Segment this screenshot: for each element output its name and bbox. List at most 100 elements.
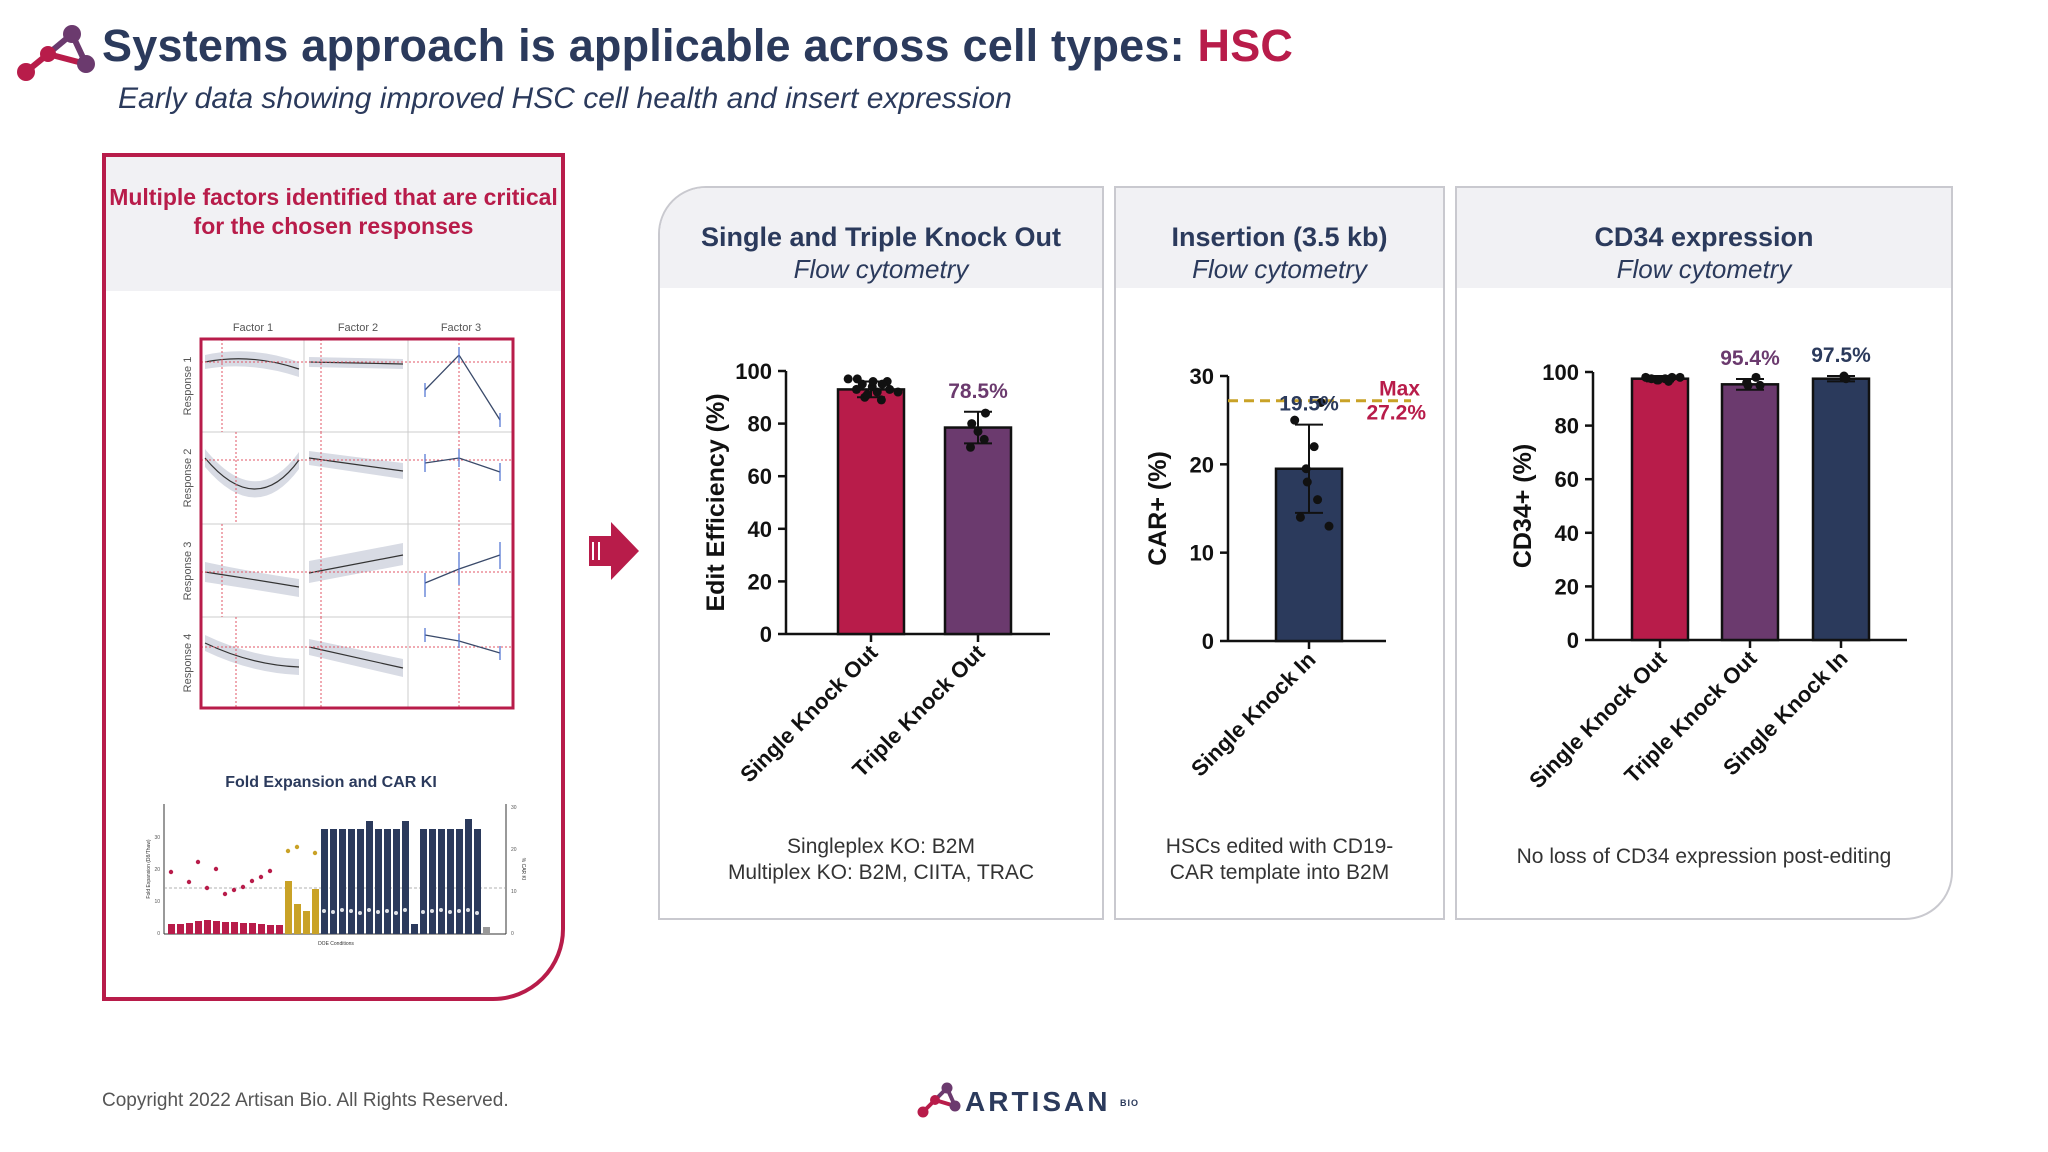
data-point [1290, 415, 1300, 425]
doe-response-label: Response 4 [182, 634, 194, 693]
brand-name: ARTISAN [965, 1086, 1111, 1117]
data-point [1664, 376, 1674, 386]
doe-factor-label: Factor 3 [441, 322, 481, 334]
cd34-panel-subtitle: Flow cytometry [1616, 254, 1792, 284]
doe-response-label: Response 2 [182, 449, 194, 508]
knockout-panel-header [660, 188, 1102, 288]
y-tick-label: 80 [1555, 414, 1579, 439]
knockout-panel-title: Single and Triple Knock Out [700, 222, 1062, 252]
y-tick-label: 0 [760, 622, 772, 647]
data-point [979, 434, 989, 444]
fold-y-tick: 0 [157, 931, 160, 937]
insertion-caption-line: HSCs edited with CD19- [1165, 835, 1394, 858]
data-point [1755, 380, 1765, 390]
artisan-logo-icon [17, 25, 95, 81]
data-point [851, 384, 861, 394]
page-subtitle: Early data showing improved HSC cell hea… [118, 82, 1012, 115]
y-tick-label: 0 [1567, 628, 1579, 653]
reference-line-label: Max [1379, 378, 1420, 401]
fold-y-tick: 30 [154, 835, 160, 841]
insertion-panel-subtitle: Flow cytometry [1192, 254, 1367, 284]
doe-factor-label: Factor 1 [233, 322, 273, 334]
y-tick-label: 20 [1190, 452, 1214, 477]
y-tick-label: 100 [1542, 360, 1579, 385]
data-point [1743, 380, 1753, 390]
artisan-footer-logo-icon [917, 1082, 961, 1118]
y-tick-label: 20 [1555, 574, 1579, 599]
data-point [885, 384, 895, 394]
fold-y-tick: 10 [154, 899, 160, 905]
data-point [1295, 512, 1305, 522]
data-point [1646, 374, 1656, 384]
knockout-caption: Singleplex KO: B2M Multiplex KO: B2M, CI… [660, 834, 1102, 886]
fold-y2-axis-label: % CAR KI [520, 858, 526, 881]
brand-suffix: BIO [1120, 1098, 1140, 1108]
data-point [1302, 477, 1312, 487]
data-point [1313, 495, 1323, 505]
bar [1630, 377, 1690, 642]
y-axis-label: Edit Efficiency (%) [702, 393, 730, 611]
y-tick-label: 80 [748, 412, 772, 437]
fold-x-axis-label: DOE Conditions [318, 941, 354, 947]
bar [943, 426, 1013, 636]
y-axis-label: CD34+ (%) [1509, 444, 1537, 568]
value-label: 95.4% [1720, 347, 1780, 370]
y-tick-label: 0 [1202, 629, 1214, 654]
knockout-caption-line: Multiplex KO: B2M, CIITA, TRAC [727, 861, 1035, 884]
doe-response-label: Response 3 [182, 542, 194, 601]
data-point [1309, 442, 1319, 452]
fold-y2-tick: 30 [511, 805, 517, 811]
y-tick-label: 40 [1555, 521, 1579, 546]
fold-expansion-chart: Fold Expansion and CAR KI 30 20 10 0 30 … [146, 774, 526, 947]
x-category-label: Single Knock In [1186, 647, 1320, 781]
copyright-text: Copyright 2022 Artisan Bio. All Rights R… [102, 1090, 509, 1111]
doe-response-grid: Factor 1 Factor 2 Factor 3 Response 1 Re… [182, 322, 515, 710]
data-point [1841, 374, 1851, 384]
reference-line-value: 27.2% [1366, 402, 1426, 425]
insertion-panel-header [1116, 188, 1443, 288]
bar [1720, 383, 1780, 642]
insertion-panel: Insertion (3.5 kb) Flow cytometry 0 10 20 3… [1114, 186, 1445, 920]
data-point [852, 374, 862, 384]
data-point [1675, 372, 1685, 382]
data-point [868, 377, 878, 387]
factors-panel-header [106, 157, 561, 291]
doe-factor-label: Factor 2 [338, 322, 378, 334]
y-tick-label: 30 [1190, 364, 1214, 389]
fold-y-axis-label: Fold Expansion (D8/Thaw) [146, 839, 152, 899]
data-point [981, 408, 990, 418]
doe-response-label: Response 1 [182, 357, 194, 416]
y-tick-label: 100 [735, 359, 772, 384]
data-point [973, 426, 983, 436]
y-axis-label: CAR+ (%) [1144, 451, 1172, 566]
data-point [1653, 375, 1663, 385]
cd34-panel-title: CD34 expression [1594, 222, 1814, 252]
fold-y2-tick: 10 [511, 889, 517, 895]
y-tick-label: 60 [1555, 467, 1579, 492]
data-point [843, 374, 853, 384]
fold-y2-tick: 20 [511, 847, 517, 853]
factors-panel-heading: Multiple factors identified that are cri… [109, 184, 558, 239]
page-title: Systems approach is applicable across ce… [102, 20, 1294, 71]
fold-ki-points-navy [322, 908, 479, 915]
bar [1811, 377, 1871, 642]
y-tick-label: 60 [748, 464, 772, 489]
arrow-right-icon [589, 522, 639, 580]
data-point [877, 379, 887, 389]
fold-bars [168, 819, 490, 934]
data-point [967, 419, 977, 429]
y-tick-label: 20 [748, 569, 772, 594]
fold-ki-points [285, 844, 318, 856]
data-point [876, 395, 886, 405]
bar [836, 388, 906, 636]
page-title-accent: HSC [1197, 20, 1294, 71]
factors-panel: Multiple factors identified that are cri… [102, 153, 565, 1001]
data-point [1316, 398, 1326, 407]
cd34-caption: No loss of CD34 expression post-editing [1457, 844, 1951, 870]
knockout-panel: Single and Triple Knock Out Flow cytomet… [658, 186, 1104, 920]
value-label: 78.5% [948, 380, 1008, 403]
knockout-caption-line: Singleplex KO: B2M [787, 835, 975, 858]
data-point [893, 387, 903, 397]
